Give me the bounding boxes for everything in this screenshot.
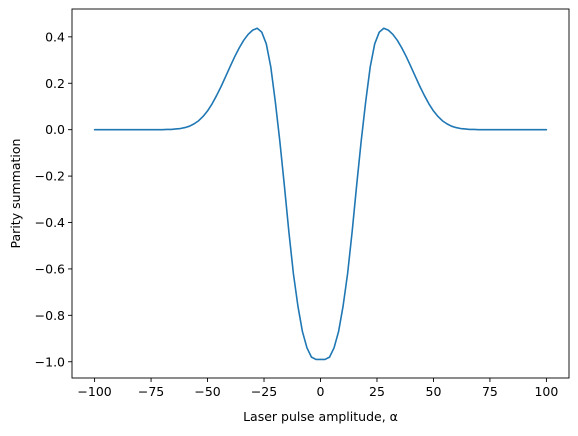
x-axis-label: Laser pulse amplitude, α [243, 409, 398, 424]
x-tick-label: −100 [77, 384, 111, 399]
y-axis-label: Parity summation [8, 139, 23, 249]
x-tick-label: −25 [251, 384, 277, 399]
y-tick-label: −0.6 [35, 261, 65, 276]
x-tick-label: 25 [369, 384, 385, 399]
y-tick-label: 0.4 [45, 29, 65, 44]
axes-layer: −100 −75 −50 −25 0 25 50 75 100 −1.0 −0.8 −0.6 −0.4 −… [35, 8, 570, 399]
x-tick-label: 50 [426, 384, 442, 399]
y-tick-label: −0.2 [35, 169, 65, 184]
y-tick-label: −0.4 [35, 215, 65, 230]
series-line-1 [93, 27, 548, 361]
x-tick-label: 75 [482, 384, 498, 399]
x-tick-label: 100 [534, 384, 558, 399]
x-tick-label: −50 [194, 384, 220, 399]
x-tick-label: 0 [317, 384, 325, 399]
plot-layer [93, 27, 548, 361]
y-tick-label: −1.0 [35, 354, 65, 369]
axes-frame [71, 8, 570, 379]
y-tick-label: −0.8 [35, 308, 65, 323]
x-tick-label: −75 [138, 384, 164, 399]
y-tick-label: 0.0 [45, 122, 65, 137]
y-tick-label: 0.2 [45, 76, 65, 91]
